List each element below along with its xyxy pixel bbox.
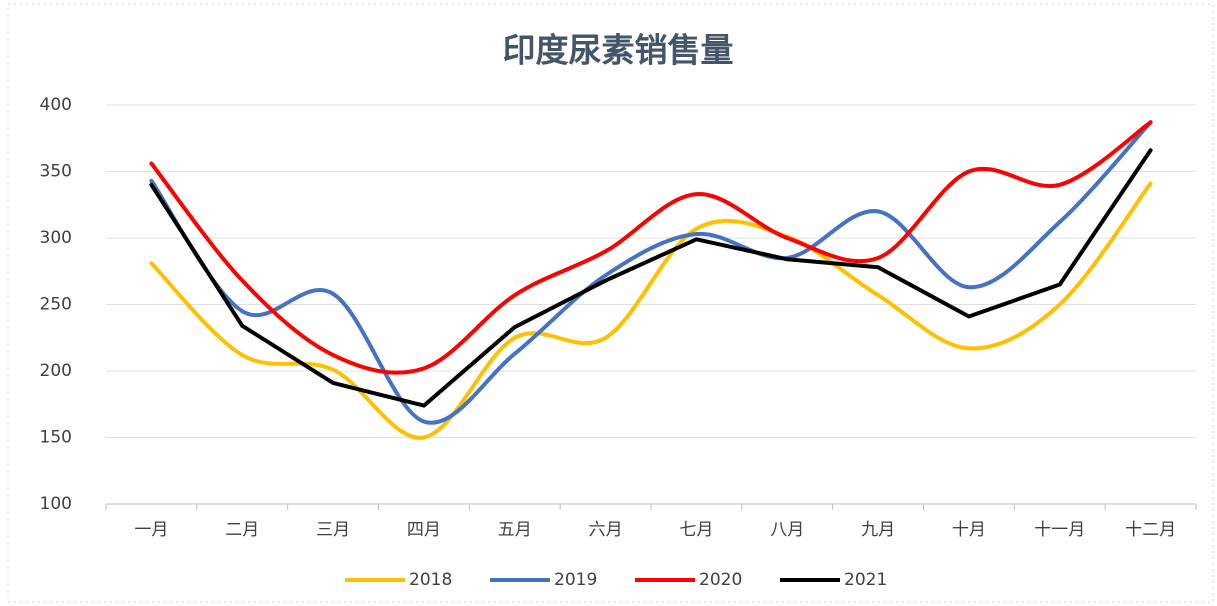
chart-border — [7, 3, 1214, 603]
y-tick-label: 250 — [40, 295, 72, 315]
y-tick-label: 350 — [40, 162, 72, 182]
x-tick-label: 三月 — [316, 520, 350, 540]
legend-label: 2018 — [409, 570, 452, 590]
y-tick-label: 150 — [40, 428, 72, 448]
x-tick-label: 二月 — [225, 520, 259, 540]
series-line — [149, 120, 1153, 375]
y-tick-label: 200 — [40, 361, 72, 381]
x-tick-label: 十二月 — [1125, 520, 1176, 540]
y-tick-label: 100 — [40, 494, 72, 514]
legend-label: 2019 — [554, 570, 597, 590]
series-line — [149, 148, 1153, 408]
x-tick-label: 五月 — [498, 520, 532, 540]
chart-title: 印度尿素销售量 — [503, 31, 734, 70]
x-tick-label: 四月 — [407, 520, 441, 540]
x-tick-label: 九月 — [861, 520, 895, 540]
legend-label: 2021 — [844, 570, 887, 590]
y-tick-label: 300 — [40, 228, 72, 248]
x-tick-label: 十一月 — [1034, 520, 1085, 540]
x-tick-label: 十月 — [952, 520, 986, 540]
x-tick-label: 一月 — [134, 520, 168, 540]
y-tick-label: 400 — [40, 95, 72, 115]
legend-label: 2020 — [699, 570, 742, 590]
x-tick-label: 八月 — [770, 520, 804, 540]
x-tick-label: 七月 — [679, 520, 713, 540]
series-line — [149, 120, 1153, 425]
series-line — [149, 181, 1153, 440]
x-tick-label: 六月 — [589, 520, 623, 540]
